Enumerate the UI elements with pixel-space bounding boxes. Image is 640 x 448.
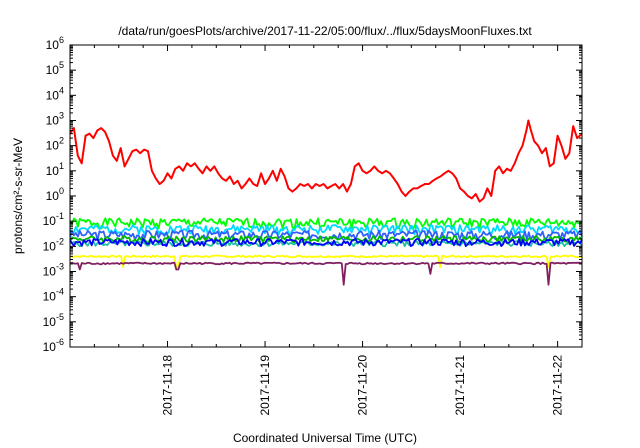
x-axis: 2017-11-18 2017-11-19 2017-11-20 2017-11-21… xyxy=(93,45,583,416)
y-tick-label: 104 xyxy=(46,85,64,102)
x-tick-label: 2017-11-19 xyxy=(258,355,272,416)
series-line xyxy=(70,254,582,268)
y-tick-label: 105 xyxy=(46,60,64,77)
plot-frame xyxy=(69,44,583,348)
y-tick-label: 106 xyxy=(46,35,64,52)
y-tick-label: 10-6 xyxy=(43,337,64,354)
x-tick-label: 2017-11-20 xyxy=(356,355,370,416)
y-tick-label: 10-2 xyxy=(43,236,64,253)
x-axis-label: Coordinated Universal Time (UTC) xyxy=(233,431,417,445)
plot-area xyxy=(70,119,582,286)
y-tick-label: 100 xyxy=(46,186,64,203)
y-tick-label: 101 xyxy=(46,161,64,178)
y-tick-label: 10-3 xyxy=(43,262,64,279)
x-tick-label: 2017-11-22 xyxy=(551,355,565,416)
y-axis-label: protons/cm²-s-sr-MeV xyxy=(11,138,25,254)
y-tick-label: 103 xyxy=(46,111,64,128)
y-tick-label: 10-1 xyxy=(43,211,64,228)
series-line xyxy=(70,235,582,244)
series-line xyxy=(70,238,582,247)
y-tick-label: 102 xyxy=(46,136,64,153)
series-line xyxy=(70,224,582,236)
series-line xyxy=(70,217,582,230)
series-line xyxy=(70,119,582,203)
y-tick-label: 10-5 xyxy=(43,312,64,329)
y-tick-label: 10-4 xyxy=(43,287,64,304)
x-tick-label: 2017-11-21 xyxy=(453,355,467,416)
x-tick-label: 2017-11-18 xyxy=(161,355,175,416)
series-line xyxy=(70,261,582,286)
chart-title: /data/run/goesPlots/archive/2017-11-22/0… xyxy=(118,24,532,38)
y-axis: 10-6 10-5 10-4 10-3 10-2 10-1 100 101 102 103 104 1… xyxy=(43,35,582,354)
